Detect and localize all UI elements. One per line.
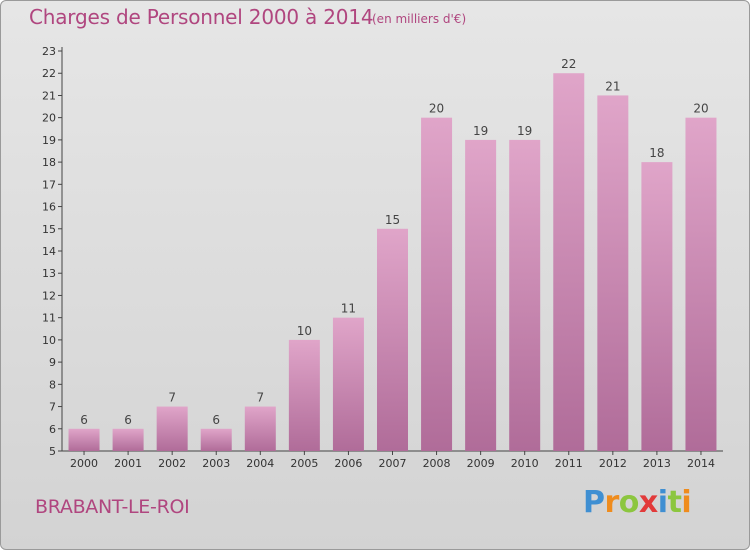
x-tick-label: 2010 — [511, 457, 539, 470]
chart-title: Charges de Personnel 2000 à 2014 — [29, 5, 374, 29]
x-tick-label: 2014 — [687, 457, 715, 470]
data-label: 6 — [124, 413, 132, 427]
data-label: 11 — [341, 302, 356, 316]
y-tick-label: 18 — [42, 156, 56, 169]
bar-2011 — [553, 73, 585, 451]
x-tick-label: 2003 — [202, 457, 230, 470]
logo-letter: x — [638, 485, 658, 520]
y-tick-label: 21 — [42, 89, 56, 102]
y-tick-label: 15 — [42, 223, 56, 236]
x-tick-label: 2004 — [246, 457, 274, 470]
data-label: 22 — [561, 57, 576, 71]
y-tick-label: 23 — [42, 45, 56, 58]
data-label: 21 — [605, 79, 620, 93]
x-tick-label: 2009 — [467, 457, 495, 470]
proxiti-logo: Proxiti — [583, 485, 692, 520]
y-tick-label: 6 — [49, 423, 56, 436]
logo-letter: i — [681, 485, 692, 520]
x-tick-label: 2000 — [70, 457, 98, 470]
bar-2002 — [156, 406, 188, 451]
bar-2012 — [597, 95, 629, 451]
y-tick-label: 14 — [42, 245, 56, 258]
data-label: 20 — [693, 102, 708, 116]
logo-letter: t — [667, 485, 682, 520]
logo-letter: r — [604, 485, 620, 520]
y-tick-label: 12 — [42, 289, 56, 302]
y-tick-label: 11 — [42, 312, 56, 325]
chart-subtitle: (en milliers d'€) — [372, 12, 467, 26]
x-tick-label: 2008 — [423, 457, 451, 470]
data-label: 7 — [256, 391, 264, 405]
data-label: 19 — [473, 124, 488, 138]
y-tick-label: 19 — [42, 134, 56, 147]
logo-letter: o — [618, 485, 640, 520]
x-tick-label: 2013 — [643, 457, 671, 470]
data-label: 20 — [429, 102, 444, 116]
logo-letter: P — [583, 485, 605, 520]
data-label: 6 — [80, 413, 88, 427]
logo-letter: i — [657, 485, 668, 520]
x-tick-label: 2001 — [114, 457, 142, 470]
x-tick-label: 2012 — [599, 457, 627, 470]
data-label: 15 — [385, 213, 400, 227]
bar-2013 — [641, 162, 673, 451]
y-tick-label: 9 — [49, 356, 56, 369]
y-tick-label: 20 — [42, 112, 56, 125]
bar-2010 — [509, 139, 541, 451]
data-label: 18 — [649, 146, 664, 160]
bar-2001 — [112, 428, 144, 451]
y-tick-label: 17 — [42, 178, 56, 191]
y-tick-label: 10 — [42, 334, 56, 347]
bar-2000 — [68, 428, 100, 451]
data-label: 19 — [517, 124, 532, 138]
bar-2003 — [200, 428, 232, 451]
x-tick-label: 2005 — [290, 457, 318, 470]
y-tick-label: 22 — [42, 67, 56, 80]
y-tick-label: 5 — [49, 445, 56, 458]
bar-2005 — [288, 339, 320, 451]
bar-2007 — [377, 228, 408, 451]
data-label: 6 — [212, 413, 220, 427]
y-tick-label: 13 — [42, 267, 56, 280]
y-tick-label: 16 — [42, 201, 56, 214]
x-tick-label: 2011 — [555, 457, 583, 470]
bar-2014 — [685, 117, 717, 452]
bar-2004 — [244, 406, 276, 451]
bar-2006 — [332, 317, 364, 451]
y-tick-label: 7 — [49, 401, 56, 414]
x-tick-label: 2006 — [334, 457, 362, 470]
bar-2008 — [421, 117, 453, 452]
commune-name: BRABANT-LE-ROI — [35, 496, 190, 518]
data-label: 7 — [168, 391, 176, 405]
x-tick-label: 2007 — [379, 457, 407, 470]
data-label: 10 — [297, 324, 312, 338]
bar-2009 — [465, 139, 497, 451]
y-tick-label: 8 — [49, 378, 56, 391]
x-tick-label: 2002 — [158, 457, 186, 470]
